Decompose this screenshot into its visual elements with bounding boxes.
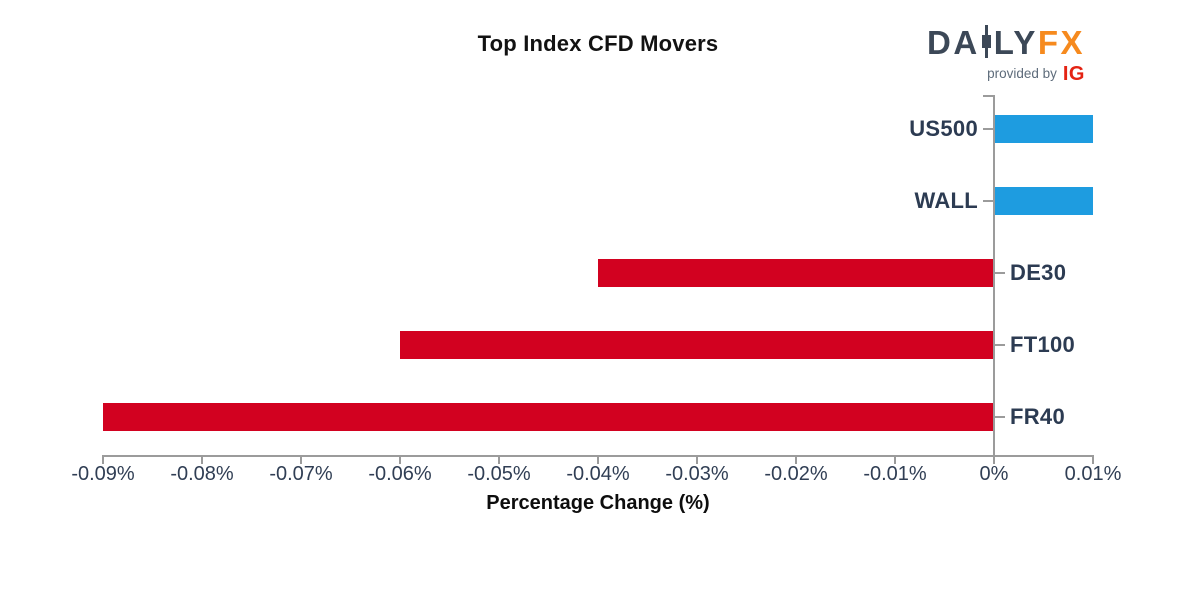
x-axis-tick bbox=[597, 455, 599, 464]
ig-logo: IG bbox=[1062, 63, 1085, 85]
y-axis-top-tick bbox=[983, 95, 993, 97]
x-tick-label: -0.09% bbox=[71, 463, 135, 485]
x-tick-label: -0.02% bbox=[764, 463, 828, 485]
provided-by-text: provided by bbox=[987, 66, 1057, 81]
logo-text-fx: FX bbox=[1037, 24, 1085, 61]
x-tick-label: -0.04% bbox=[566, 463, 630, 485]
category-tick-us500 bbox=[983, 128, 993, 130]
x-axis-tick bbox=[201, 455, 203, 464]
category-label-wall: WALL bbox=[914, 188, 978, 213]
x-axis-tick bbox=[1092, 455, 1094, 464]
category-tick-de30 bbox=[995, 272, 1005, 274]
dailyfx-wordmark: DA LYFX bbox=[927, 24, 1085, 61]
x-tick-label: -0.06% bbox=[368, 463, 432, 485]
x-axis-tick bbox=[696, 455, 698, 464]
category-label-de30: DE30 bbox=[1010, 260, 1067, 285]
x-tick-label: 0% bbox=[979, 463, 1009, 485]
y-axis-line bbox=[993, 95, 995, 455]
x-tick-label: 0.01% bbox=[1064, 463, 1122, 485]
bar-de30 bbox=[598, 259, 994, 287]
x-tick-label: -0.07% bbox=[269, 463, 333, 485]
candlestick-icon bbox=[981, 25, 991, 58]
logo-provided-by: provided by IG bbox=[927, 63, 1085, 86]
category-label-fr40: FR40 bbox=[1010, 404, 1065, 429]
bar-us500 bbox=[994, 115, 1093, 143]
chart-title: Top Index CFD Movers bbox=[477, 31, 719, 56]
category-tick-fr40 bbox=[995, 416, 1005, 418]
x-axis-tick bbox=[894, 455, 896, 464]
x-tick-label: -0.05% bbox=[467, 463, 531, 485]
bar-ft100 bbox=[400, 331, 994, 359]
logo-text-da: DA bbox=[927, 24, 980, 61]
x-axis-tick bbox=[102, 455, 104, 464]
x-axis-tick bbox=[795, 455, 797, 464]
x-axis-tick bbox=[399, 455, 401, 464]
logo-text-ly: LY bbox=[993, 24, 1038, 61]
dailyfx-logo: DA LYFX provided by IG bbox=[927, 24, 1085, 86]
category-tick-wall bbox=[983, 200, 993, 202]
category-label-ft100: FT100 bbox=[1010, 332, 1076, 357]
x-tick-label: -0.03% bbox=[665, 463, 729, 485]
x-axis-tick bbox=[300, 455, 302, 464]
x-tick-label: -0.08% bbox=[170, 463, 234, 485]
x-axis-title: Percentage Change (%) bbox=[486, 492, 710, 514]
x-axis-tick bbox=[498, 455, 500, 464]
category-tick-ft100 bbox=[995, 344, 1005, 346]
x-tick-label: -0.01% bbox=[863, 463, 927, 485]
bar-wall bbox=[994, 187, 1093, 215]
category-label-us500: US500 bbox=[909, 116, 978, 141]
bar-fr40 bbox=[103, 403, 994, 431]
x-axis-tick bbox=[993, 455, 995, 464]
